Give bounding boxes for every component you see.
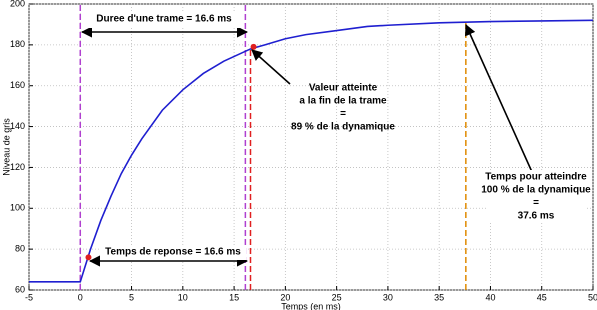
x-tick-label: -5 [25, 292, 33, 302]
y-tick-label: 80 [15, 244, 25, 254]
y-tick-label: 180 [10, 39, 25, 49]
annotation: = [340, 109, 346, 120]
x-axis-label: Temps (en ms) [281, 301, 341, 310]
annotation: 89 % de la dynamique [291, 122, 395, 133]
annotation: a la fin de la trame [299, 96, 387, 107]
annotation: Duree d'une trame = 16.6 ms [96, 14, 232, 25]
x-tick-label: 5 [129, 292, 134, 302]
x-tick-label: 45 [537, 292, 547, 302]
y-tick-label: 100 [10, 203, 25, 213]
x-tick-label: 50 [588, 292, 597, 302]
annotation: 100 % de la dynamique [481, 185, 591, 196]
annotation: Temps pour atteindre [485, 172, 587, 183]
annotation: Temps de reponse = 16.6 ms [105, 247, 241, 258]
y-tick-label: 60 [15, 284, 25, 294]
arrow [465, 23, 533, 173]
x-tick-label: 40 [485, 292, 495, 302]
x-tick-label: 25 [332, 292, 342, 302]
x-tick-label: 30 [383, 292, 393, 302]
y-tick-label: 200 [10, 0, 25, 8]
label-box [100, 245, 246, 260]
data-line [29, 19, 594, 283]
plot-area [28, 3, 594, 291]
y-tick-label: 160 [10, 80, 25, 90]
y-axis-label: Niveau de gris [1, 118, 11, 176]
annotation: = [533, 198, 539, 209]
x-tick-label: 10 [178, 292, 188, 302]
annotation: 37.6 ms [518, 211, 555, 222]
annotation: Valeur atteinte [309, 83, 378, 94]
x-tick-label: 35 [434, 292, 444, 302]
arrow [251, 49, 291, 85]
y-tick-label: 140 [10, 121, 25, 131]
label-box [486, 170, 586, 222]
y-tick-label: 120 [10, 162, 25, 172]
x-tick-label: 20 [280, 292, 290, 302]
marker-point [85, 254, 92, 261]
x-tick-label: 15 [229, 292, 239, 302]
x-tick-label: 0 [78, 292, 83, 302]
label-box [86, 11, 242, 28]
marker-point [250, 43, 257, 50]
